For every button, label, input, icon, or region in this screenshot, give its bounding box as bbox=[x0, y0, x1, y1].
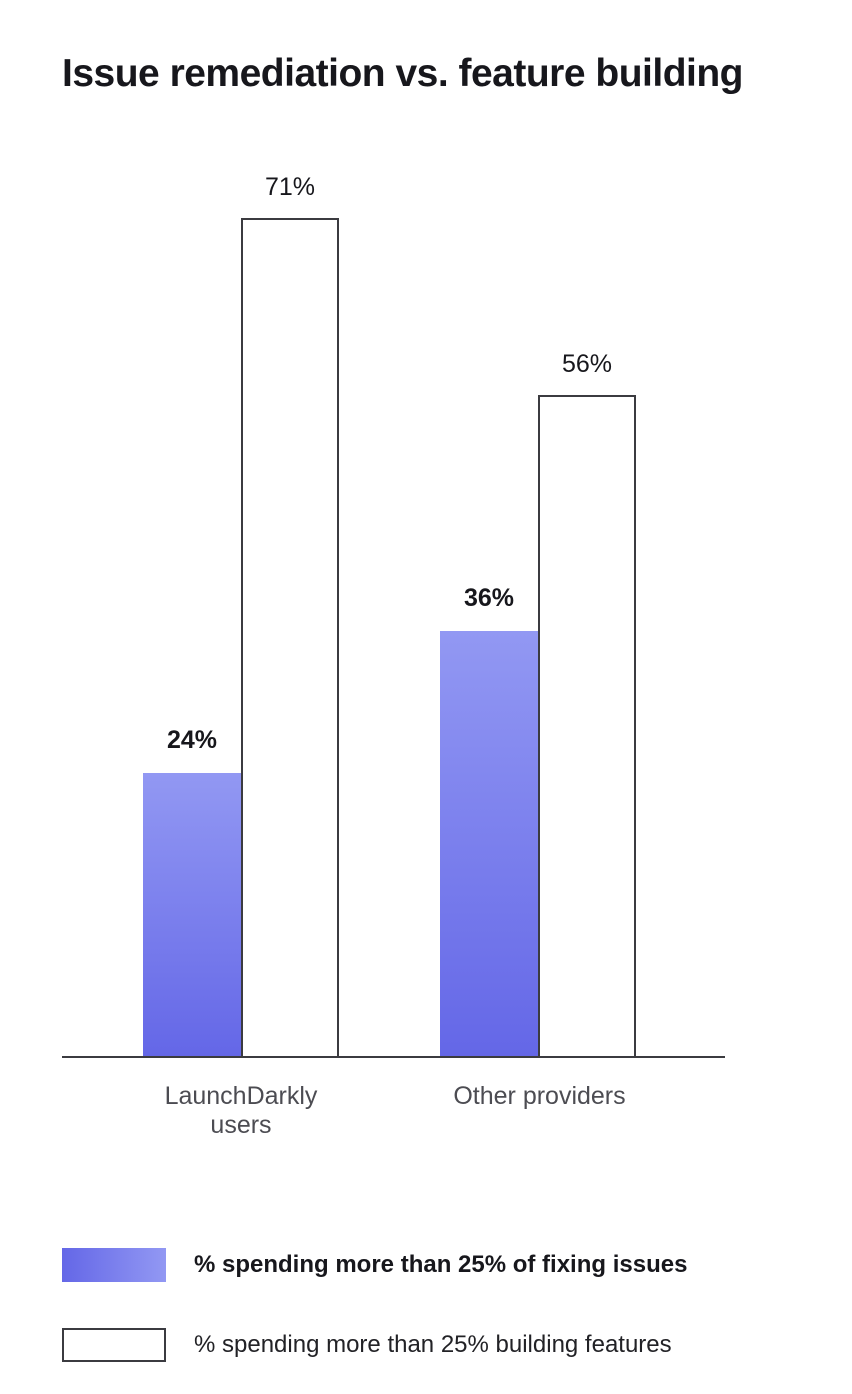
plot-area: 24% 71% 36% 56% bbox=[62, 173, 725, 1058]
chart-page: Issue remediation vs. feature building 2… bbox=[62, 52, 852, 1362]
legend-label: % spending more than 25% of fixing issue… bbox=[194, 1251, 688, 1278]
bar-value-label: 24% bbox=[166, 726, 218, 754]
category-axis-labels: LaunchDarkly users Other providers bbox=[62, 1082, 725, 1140]
bar-series2-cat2: 56% bbox=[538, 350, 636, 1056]
legend-item: % spending more than 25% of fixing issue… bbox=[62, 1248, 852, 1282]
bar-series1-cat1: 24% bbox=[143, 726, 241, 1056]
bar-value-label: 56% bbox=[561, 350, 613, 378]
category-label: LaunchDarkly users bbox=[164, 1082, 318, 1139]
chart-title: Issue remediation vs. feature building bbox=[62, 52, 744, 95]
legend-swatch-outlined bbox=[62, 1328, 166, 1362]
legend-swatch-filled bbox=[62, 1248, 166, 1282]
chart-legend: % spending more than 25% of fixing issue… bbox=[62, 1248, 852, 1362]
bar-series2-cat1: 71% bbox=[241, 173, 339, 1056]
category-label: Other providers bbox=[453, 1082, 626, 1110]
bar-value-label: 71% bbox=[264, 173, 316, 201]
bar-series1-cat2: 36% bbox=[440, 584, 538, 1056]
bar-group-1: 24% 71% bbox=[143, 173, 339, 1056]
legend-label: % spending more than 25% building featur… bbox=[194, 1331, 672, 1358]
bar-group-2: 36% 56% bbox=[440, 350, 636, 1056]
bar-value-label: 36% bbox=[463, 584, 515, 612]
bar-chart: 24% 71% 36% 56% LaunchDarkly users Other pro… bbox=[62, 173, 725, 1140]
legend-item: % spending more than 25% building featur… bbox=[62, 1328, 852, 1362]
